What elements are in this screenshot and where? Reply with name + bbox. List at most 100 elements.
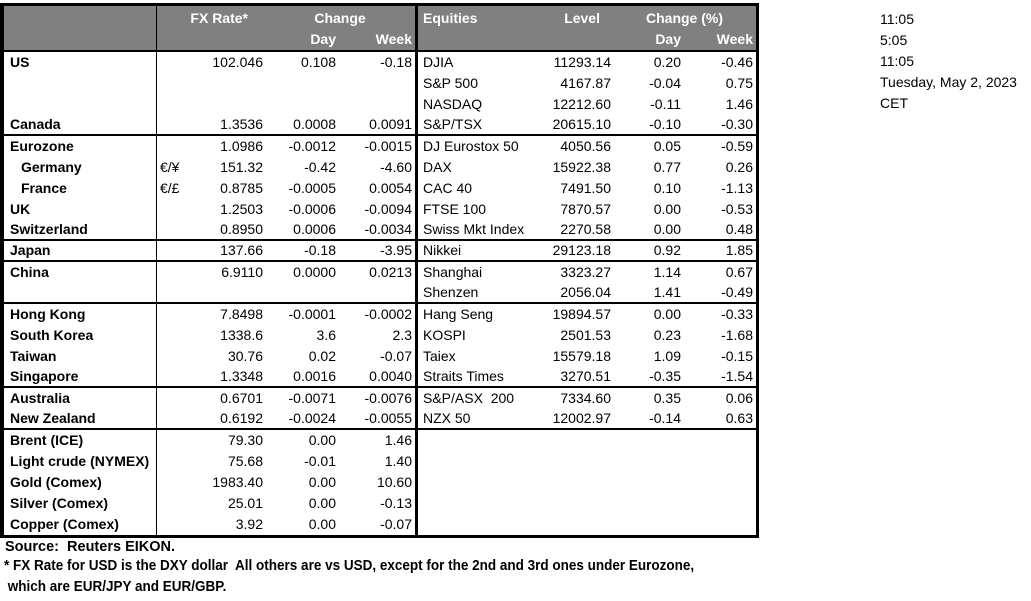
fx-row-label: Gold (Comex) [4,472,157,493]
fx-day-change-value: -0.01 [304,453,336,469]
equities-table-row: DAX 15922.38 0.77 0.26 [418,157,756,178]
fx-rate-value: 1.3348 [220,368,263,384]
equity-level-value: 3323.27 [560,264,611,280]
equity-level-value: 3270.51 [560,368,611,384]
equity-index-label: FTSE 100 [423,201,487,217]
fx-rate-value: 1.3536 [220,116,263,132]
fx-rate-value: 1.0986 [220,138,263,154]
equity-week-change-value: -0.59 [721,138,753,154]
equities-header-spacer-2 [539,31,613,50]
fx-week-change-value: -0.07 [380,348,412,364]
equity-week-change-value: 0.75 [725,75,753,91]
equity-day-change-value: 1.14 [653,264,681,280]
equity-level-value: 7870.57 [560,201,611,217]
equities-table-row: KOSPI 2501.53 0.23 -1.68 [418,325,756,346]
fx-day-change-value: 0.00 [308,495,336,511]
fx-header-corner [4,6,157,31]
fx-row-label: Hong Kong [4,304,157,325]
fx-day-change-value: 0.00 [308,432,336,448]
fx-pair-sublabel [157,346,160,367]
fx-table-row: South Korea 1338.6 3.6 2.3 [4,325,415,346]
equities-table-row [418,430,756,451]
fx-rate-value: 1.2503 [220,201,263,217]
fx-table-row: Brent (ICE) 79.30 0.00 1.46 [4,430,415,451]
equities-header-row-2: Day Week [418,31,756,50]
equity-index-label [418,493,539,514]
equities-table-row: Shanghai 3323.27 1.14 0.67 [418,262,756,283]
fx-day-change-value: 0.00 [308,516,336,532]
equity-day-change-value: -0.14 [649,410,681,426]
fx-header-spacer [157,31,265,50]
fx-day-change-value [265,283,338,302]
fx-day-change-value: -0.0071 [288,390,336,406]
fx-pair-sublabel [157,220,160,239]
fx-day-change-value: -0.0005 [288,180,336,196]
fx-rate-value: 79.30 [227,432,263,448]
fx-rate-cell [157,73,265,94]
equity-index-label: DJ Eurostox 50 [423,138,519,154]
fx-pair-sublabel [157,52,160,73]
fx-rate-value: 1983.40 [212,474,263,490]
equity-day-change-value [613,493,683,514]
fx-day-change-value: -0.18 [304,242,336,258]
equity-day-change-value: 0.77 [653,159,681,175]
equity-week-change-value [683,451,756,472]
equity-level-value [539,451,613,472]
fx-table-body: US 102.046 0.108 -0.18 Canada [4,52,415,535]
source-line: Source: Reuters EIKON. [5,539,176,555]
equities-day-column-header: Day [655,31,681,47]
fx-pair-sublabel [157,283,160,302]
fx-row-label: Copper (Comex) [4,514,157,535]
fx-week-change-value [338,283,415,302]
fx-header-row-1: FX Rate* Change [4,6,415,31]
fx-rate-cell: 102.046 [157,52,265,73]
equity-day-change-value: 0.92 [653,242,681,258]
equity-level-value: 2056.04 [560,284,611,300]
equities-table-row: DJ Eurostox 50 4050.56 0.05 -0.59 [418,136,756,157]
fx-table-row: Australia 0.6701 -0.0071 -0.0076 [4,388,415,409]
equities-table-row: Nikkei 29123.18 0.92 1.85 [418,241,756,262]
equities-table: Equities Level Change (%) Day Week DJIA … [418,3,759,538]
equities-header-spacer-1 [418,31,539,50]
equity-week-change-value: -0.30 [721,116,753,132]
fx-rate-value: 75.68 [227,453,263,469]
equity-index-label: Swiss Mkt Index [423,221,525,237]
fx-rate-value: 1338.6 [220,327,263,343]
fx-rate-cell: 1983.40 [157,472,265,493]
equity-index-label [418,430,539,451]
equity-index-label: KOSPI [423,327,466,343]
equities-table-row: CAC 40 7491.50 0.10 -1.13 [418,178,756,199]
equity-day-change-value [613,451,683,472]
fx-rate-value: 0.6701 [220,390,263,406]
equity-index-label: Shenzen [423,284,479,300]
fx-table-row: UK 1.2503 -0.0006 -0.0094 [4,199,415,220]
equity-index-label: NASDAQ [423,96,483,112]
fx-rate-cell: 0.6192 [157,409,265,428]
fx-week-change-value: -0.13 [380,495,412,511]
fx-table-row: Copper (Comex) 3.92 0.00 -0.07 [4,514,415,535]
equities-table-row: NZX 50 12002.97 -0.14 0.63 [418,409,756,430]
equity-day-change-value: 1.41 [653,284,681,300]
equity-day-change-value: -0.04 [649,75,681,91]
fx-rate-cell: 30.76 [157,346,265,367]
fx-day-change-value [265,73,338,94]
fx-pair-sublabel [157,325,160,346]
equities-table-row [418,472,756,493]
fx-rate-cell: 1338.6 [157,325,265,346]
equity-week-change-value [683,493,756,514]
fx-pair-sublabel [157,199,160,220]
fx-day-change-value: 0.00 [308,474,336,490]
equity-week-change-value: 1.46 [725,96,753,112]
fx-row-label: New Zealand [4,409,157,428]
fx-day-change-value: 0.0000 [293,264,336,280]
fx-rate-value: 102.046 [212,54,263,70]
fx-pair-sublabel: €/£ [160,180,180,196]
fx-pair-sublabel [157,430,160,451]
equity-day-change-value: -0.10 [649,116,681,132]
fx-pair-sublabel [157,115,160,134]
fx-table-row: Gold (Comex) 1983.40 0.00 10.60 [4,472,415,493]
equity-level-value: 2501.53 [560,327,611,343]
equity-index-label: NZX 50 [423,410,471,426]
fx-table-row [4,283,415,304]
fx-rate-value: 0.6192 [220,410,263,426]
